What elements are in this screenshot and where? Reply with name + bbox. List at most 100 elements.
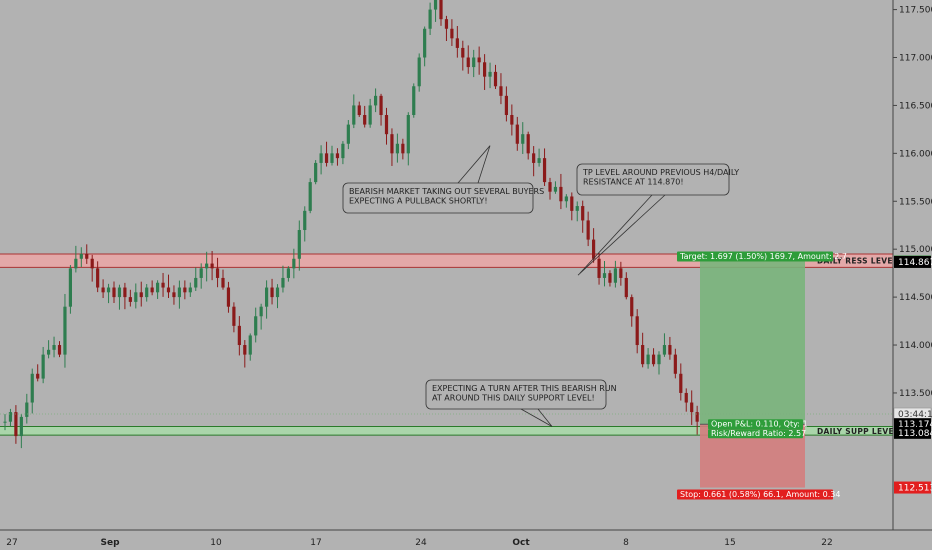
candle-up: [47, 349, 51, 355]
candle-down: [586, 220, 590, 240]
candle-down: [461, 47, 465, 58]
candle-down: [581, 206, 585, 221]
candle-up: [194, 277, 198, 288]
candle-up: [537, 158, 541, 163]
candle-down: [526, 134, 530, 154]
y-tick-label: 113.500: [899, 389, 932, 399]
candle-up: [346, 124, 350, 144]
y-tick-label: 116.500: [899, 101, 932, 111]
target-tag: [677, 251, 833, 262]
candle-up: [308, 182, 312, 211]
candle-down: [36, 373, 40, 379]
candle-up: [521, 134, 525, 144]
candle-down: [172, 292, 176, 298]
candle-down: [335, 153, 340, 159]
target-label: Target: 1.697 (1.50%) 169.7, Amount: 2.7: [679, 252, 847, 261]
position-tool: Target: 1.697 (1.50%) 169.7, Amount: 2.7…: [677, 251, 847, 500]
candle-down: [679, 373, 683, 393]
callout-box: [425, 379, 607, 410]
candle-up: [156, 282, 160, 293]
candle-down: [668, 345, 672, 355]
candle-down: [559, 186, 563, 202]
candle-up: [602, 273, 607, 278]
candle-up: [303, 210, 307, 231]
candle-up: [368, 105, 372, 125]
callout-pointer: [579, 194, 653, 274]
candle-down: [161, 282, 165, 288]
candle-up: [145, 287, 149, 298]
candle-up: [8, 412, 13, 422]
candle-down: [128, 297, 132, 302]
callout-pointer: [477, 145, 491, 184]
candle-up: [286, 268, 290, 278]
candle-down: [635, 316, 639, 346]
candle-up: [613, 268, 617, 283]
candle-up: [117, 287, 122, 298]
candle-down: [85, 253, 89, 259]
candle-down: [324, 153, 329, 163]
candle-up: [248, 335, 252, 355]
candle-up: [199, 268, 203, 278]
candle-down: [390, 134, 394, 154]
candle-down: [515, 124, 519, 144]
annotation-callout: TP LEVEL AROUND PREVIOUS H4/DAILYRESISTA…: [576, 163, 739, 276]
candle-down: [14, 412, 18, 437]
candle-up: [341, 143, 345, 159]
x-tick-label: 24: [415, 538, 427, 548]
candle-up: [374, 95, 378, 106]
candle-down: [379, 95, 383, 116]
candle-up: [352, 105, 356, 125]
x-tick-label: 15: [724, 538, 735, 548]
candle-down: [455, 38, 459, 48]
callout-pointer: [577, 194, 666, 276]
annotation-callout: BEARISH MARKET TAKING OUT SEVERAL BUYERS…: [342, 145, 544, 214]
open-pl-tag: [708, 419, 803, 430]
candle-down: [101, 287, 105, 293]
stop-tag: [677, 489, 833, 500]
candle-down: [96, 268, 100, 288]
candle-down: [619, 268, 623, 278]
candle-down: [363, 115, 367, 125]
y-tick-label: 117.500: [899, 6, 932, 16]
candle-down: [90, 258, 94, 269]
callout-pointer: [457, 145, 491, 184]
candle-down: [243, 345, 247, 355]
candle-up: [330, 153, 334, 163]
support-zone: [0, 426, 893, 436]
candle-down: [499, 86, 503, 96]
target-area: [700, 261, 805, 425]
y-tick-label: 114.000: [899, 341, 932, 351]
candle-down: [695, 412, 699, 422]
stop-label: Stop: 0.661 (0.58%) 66.1, Amount: 0.34: [680, 490, 840, 499]
candle-down: [123, 287, 127, 298]
candle-down: [510, 115, 514, 125]
candle-up: [423, 28, 427, 58]
candle-down: [592, 239, 596, 259]
price-tag-label: 112.513: [898, 484, 932, 494]
candle-up: [488, 71, 492, 77]
candle-down: [624, 277, 628, 298]
candle-up: [575, 206, 579, 211]
candle-down: [532, 153, 536, 163]
price-tag: [894, 255, 931, 268]
candle-up: [417, 57, 421, 87]
candle-up: [205, 263, 209, 269]
candle-up: [265, 287, 269, 307]
candle-up: [657, 354, 661, 365]
callout-text: BEARISH MARKET TAKING OUT SEVERAL BUYERS: [349, 187, 544, 196]
candle-up: [395, 143, 399, 154]
y-tick-label: 116.000: [899, 149, 932, 159]
x-tick-label: Sep: [100, 538, 120, 548]
candle-up: [134, 292, 138, 302]
x-tick-label: 22: [821, 538, 832, 548]
candle-up: [428, 9, 432, 29]
resistance-zone-label: DAILY RESS LEVEL: [817, 257, 898, 266]
candle-up: [297, 230, 301, 259]
candle-down: [504, 95, 508, 116]
candle-down: [226, 287, 231, 307]
candle-down: [270, 287, 274, 298]
candle-down: [232, 306, 236, 326]
